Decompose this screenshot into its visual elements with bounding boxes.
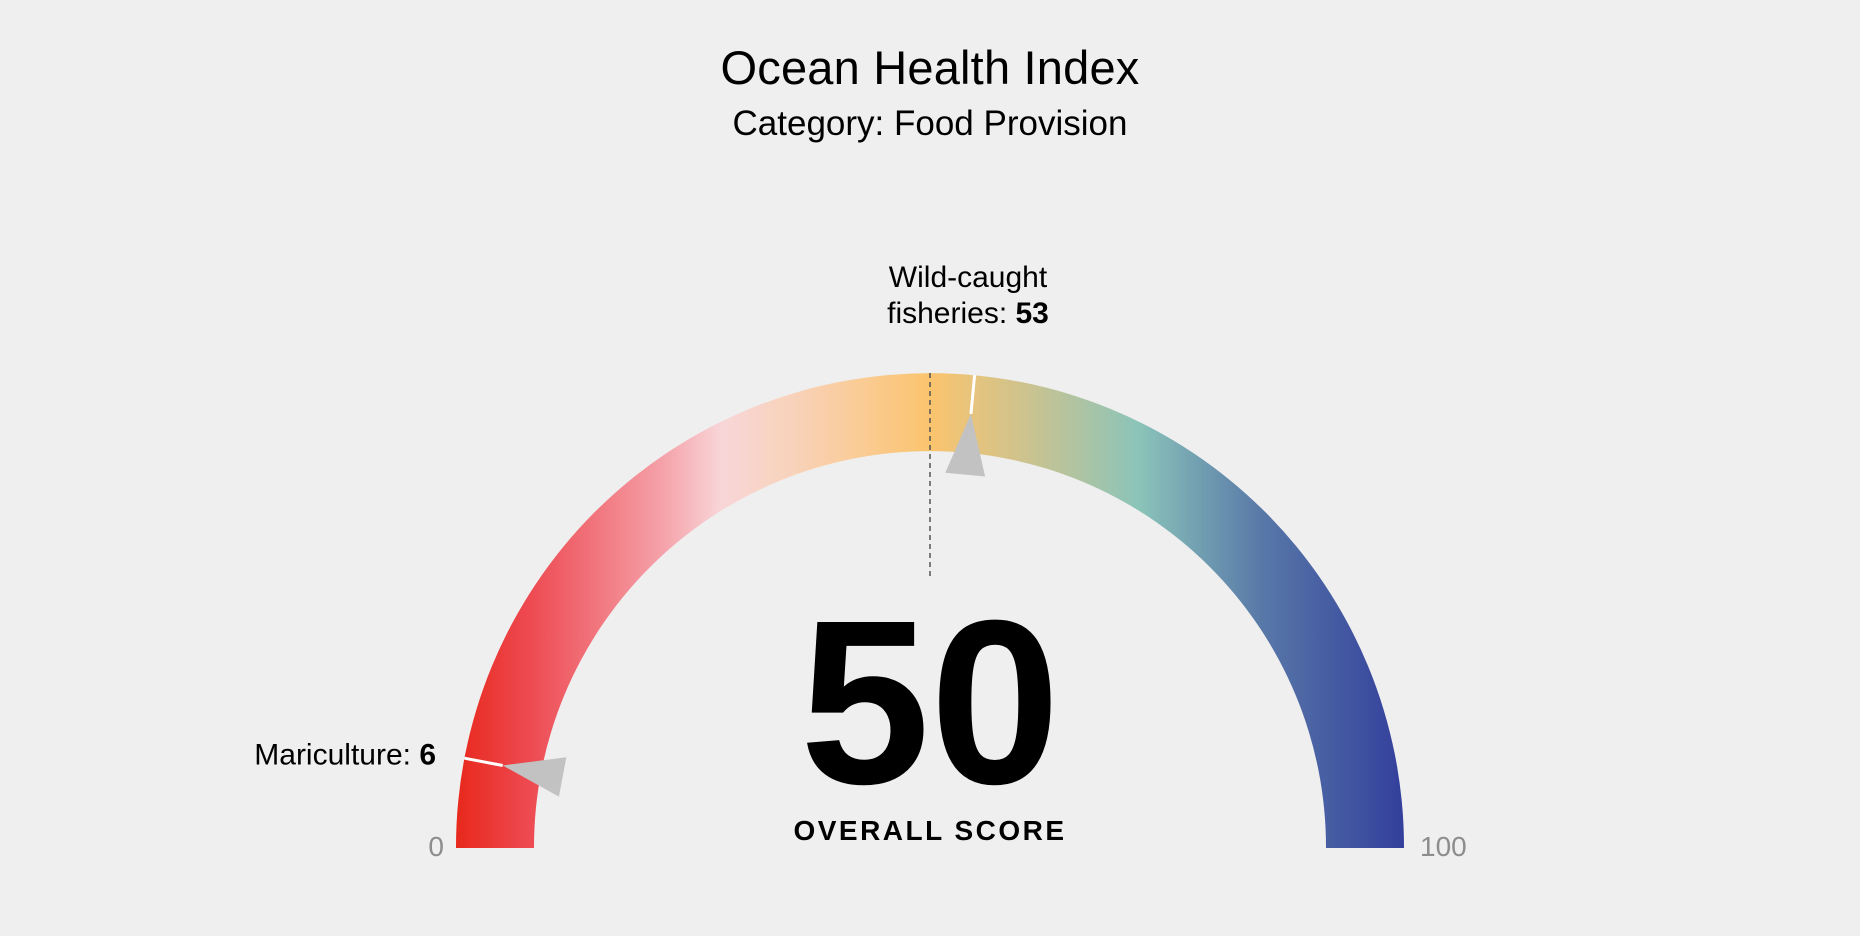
marker-value-0: 53: [1016, 297, 1049, 330]
marker-pointer-0: [945, 413, 986, 477]
marker-tick-1: [464, 756, 503, 767]
overall-score-value: 50: [800, 571, 1060, 833]
gauge-max-label: 100: [1420, 831, 1467, 862]
chart-subtitle: Category: Food Provision: [732, 104, 1128, 143]
overall-score-caption: OVERALL SCORE: [793, 815, 1066, 846]
marker-label-1: Mariculture: 6: [254, 738, 436, 771]
marker-1: Mariculture: 6: [254, 738, 567, 797]
gauge-min-label: 0: [428, 831, 444, 862]
gauge-markers: Wild-caught fisheries: 53 Mariculture: 6: [254, 261, 1049, 797]
marker-tick-0: [969, 374, 977, 415]
chart-title: Ocean Health Index: [720, 41, 1140, 94]
marker-label-line-0-0: Wild-caught: [889, 261, 1048, 294]
marker-0: Wild-caught fisheries: 53: [887, 261, 1049, 477]
marker-label-0: Wild-caught fisheries: 53: [887, 261, 1049, 330]
gauge-arc: [456, 373, 1404, 848]
marker-label-line-1-0: Mariculture:: [254, 738, 419, 771]
marker-label-line-0-1: fisheries:: [887, 297, 1015, 330]
marker-value-1: 6: [419, 738, 436, 771]
marker-pointer-1: [502, 757, 567, 797]
